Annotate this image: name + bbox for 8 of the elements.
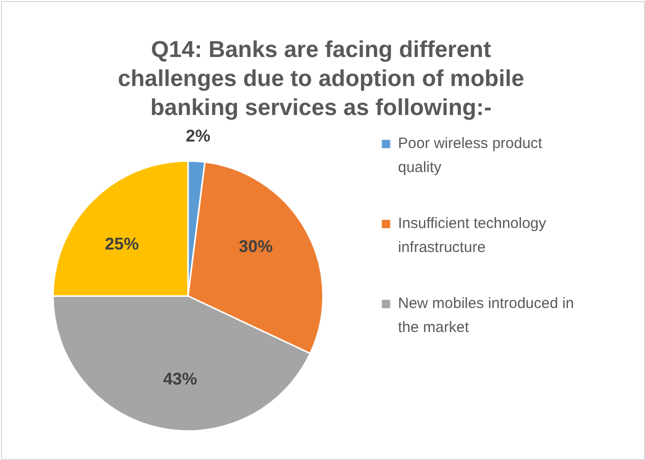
data-label: 2%	[186, 126, 210, 146]
data-label: 43%	[163, 369, 198, 388]
chart-title: Q14: Banks are facing different challenges due to adoption of mobile banking services as following:-	[118, 36, 524, 120]
data-label: 25%	[104, 234, 139, 254]
legend-label: Poor wireless product quality	[398, 135, 544, 176]
legend-label: New mobiles introduced in the market	[398, 295, 574, 336]
data-label: 30%	[238, 236, 273, 256]
legend-label: Insufficient technology infrastructure	[398, 215, 547, 256]
